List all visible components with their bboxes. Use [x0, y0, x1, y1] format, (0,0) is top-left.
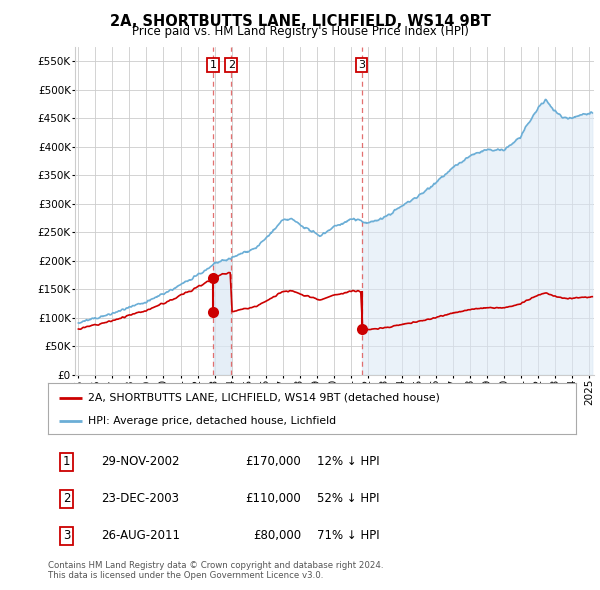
Text: 71% ↓ HPI: 71% ↓ HPI [317, 529, 380, 542]
Text: £110,000: £110,000 [245, 493, 301, 506]
Text: 2: 2 [63, 493, 70, 506]
Text: HPI: Average price, detached house, Lichfield: HPI: Average price, detached house, Lich… [88, 416, 336, 426]
Text: Contains HM Land Registry data © Crown copyright and database right 2024.: Contains HM Land Registry data © Crown c… [48, 560, 383, 569]
Text: £170,000: £170,000 [245, 455, 301, 468]
Text: 2A, SHORTBUTTS LANE, LICHFIELD, WS14 9BT (detached house): 2A, SHORTBUTTS LANE, LICHFIELD, WS14 9BT… [88, 392, 439, 402]
Text: 2A, SHORTBUTTS LANE, LICHFIELD, WS14 9BT: 2A, SHORTBUTTS LANE, LICHFIELD, WS14 9BT [110, 14, 490, 28]
Text: £80,000: £80,000 [253, 529, 301, 542]
Text: 52% ↓ HPI: 52% ↓ HPI [317, 493, 380, 506]
Text: 3: 3 [63, 529, 70, 542]
Text: 23-DEC-2003: 23-DEC-2003 [101, 493, 179, 506]
Text: Price paid vs. HM Land Registry's House Price Index (HPI): Price paid vs. HM Land Registry's House … [131, 25, 469, 38]
Text: 1: 1 [63, 455, 70, 468]
Text: This data is licensed under the Open Government Licence v3.0.: This data is licensed under the Open Gov… [48, 571, 323, 580]
Text: 29-NOV-2002: 29-NOV-2002 [101, 455, 179, 468]
Text: 26-AUG-2011: 26-AUG-2011 [101, 529, 180, 542]
Text: 3: 3 [358, 60, 365, 70]
Text: 2: 2 [227, 60, 235, 70]
Text: 12% ↓ HPI: 12% ↓ HPI [317, 455, 380, 468]
Text: 1: 1 [209, 60, 217, 70]
